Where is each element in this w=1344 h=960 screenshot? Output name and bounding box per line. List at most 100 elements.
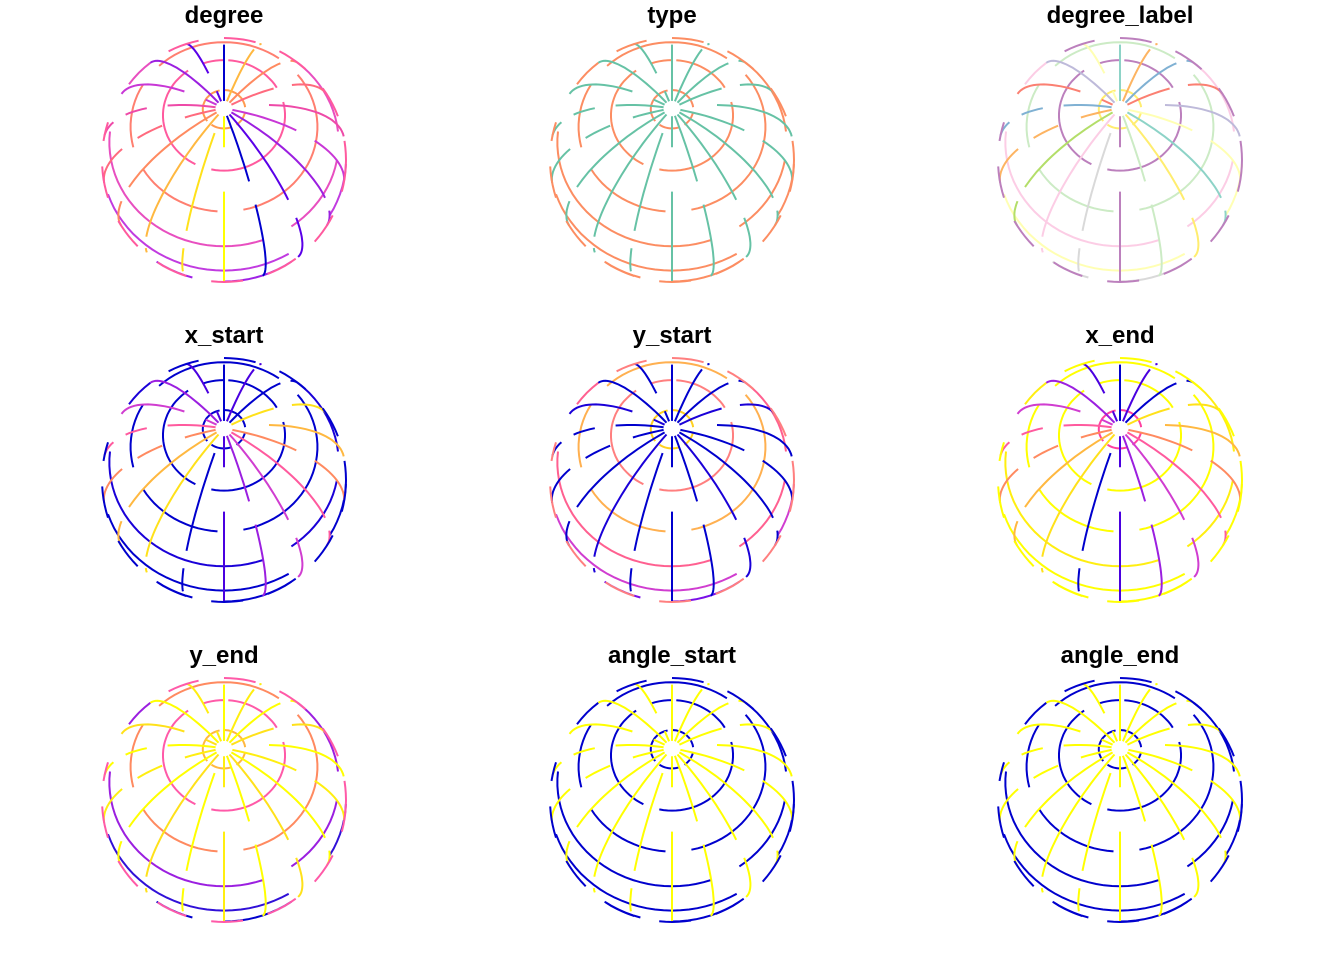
meridian-line: [998, 108, 1112, 183]
meridian-line: [568, 723, 666, 746]
panel-degree: degree: [0, 0, 448, 320]
panel-title: y_end: [189, 642, 259, 669]
parallel-line: [649, 729, 695, 770]
meridian-line: [1082, 363, 1119, 422]
meridian-line: [551, 744, 664, 777]
meridian-line: [673, 683, 710, 742]
meridian-line: [673, 435, 715, 597]
meridian-line: [149, 699, 220, 744]
meridian-line: [597, 699, 668, 744]
parallel-line: [1004, 702, 1235, 888]
graticule-globe: [997, 677, 1243, 924]
meridian-line: [225, 363, 262, 422]
parallel-line: [649, 89, 695, 130]
meridian-line: [1128, 748, 1242, 821]
meridian-line: [225, 43, 262, 102]
graticule-globe: [549, 37, 795, 284]
parallel-line: [1058, 379, 1182, 492]
panel-title: angle_end: [1060, 642, 1180, 669]
parallel-line: [1004, 62, 1235, 248]
meridian-line: [1045, 699, 1116, 744]
parallel-line: [201, 89, 247, 130]
meridian-line: [232, 428, 346, 501]
globe-outline: [549, 37, 795, 284]
meridian-line: [228, 433, 304, 578]
meridian-line: [120, 83, 218, 106]
parallel-line: [577, 681, 767, 853]
panel-title: x_start: [184, 322, 264, 349]
parallel-line: [649, 409, 695, 450]
meridian-line: [551, 424, 664, 457]
meridian-line: [680, 108, 794, 181]
meridian-line: [680, 748, 794, 821]
parallel-line: [162, 59, 286, 172]
parallel-line: [162, 379, 286, 492]
meridian-line: [1016, 403, 1114, 426]
meridian-line: [268, 104, 345, 137]
meridian-line: [998, 428, 1112, 503]
meridian-line: [1121, 755, 1163, 917]
panel-title: degree: [184, 2, 264, 29]
meridian-line: [1045, 59, 1116, 104]
parallel-line: [1025, 41, 1215, 213]
graticule-globe: [549, 357, 795, 604]
globe-outline: [101, 357, 347, 604]
panel-degree-label: degree_label: [896, 0, 1344, 320]
globe-outline: [549, 677, 795, 924]
meridian-line: [225, 115, 267, 277]
graticule-globe: [101, 37, 347, 284]
meridian-line: [1040, 433, 1116, 573]
parallel-line: [129, 681, 319, 853]
parallel-line: [610, 379, 734, 492]
meridian-line: [232, 108, 346, 181]
meridian-line: [1124, 433, 1200, 578]
parallel-line: [129, 361, 319, 533]
meridian-line: [716, 744, 793, 777]
meridian-line: [716, 104, 793, 137]
meridian-line: [1016, 723, 1114, 746]
parallel-line: [1058, 699, 1182, 812]
panel-x-end: x_end: [896, 320, 1344, 640]
meridian-line: [551, 104, 664, 137]
parallel-line: [129, 41, 319, 213]
panel-y-end: y_end: [0, 640, 448, 960]
meridian-line: [550, 428, 664, 503]
parallel-line: [108, 382, 339, 568]
meridian-line: [1121, 363, 1158, 422]
meridian-line: [103, 744, 216, 777]
parallel-line: [108, 702, 339, 888]
globe-outline: [997, 677, 1243, 924]
meridian-line: [592, 753, 668, 893]
meridian-line: [998, 748, 1112, 823]
meridian-line: [568, 83, 666, 106]
meridian-line: [1164, 744, 1241, 777]
globe-outline: [101, 37, 347, 284]
parallel-line: [556, 62, 787, 248]
panel-y-start: y_start: [448, 320, 896, 640]
meridian-line: [592, 113, 668, 253]
meridian-line: [1045, 379, 1116, 424]
panel-title: y_start: [632, 322, 712, 349]
panel-angle-start: angle_start: [448, 640, 896, 960]
meridian-line: [120, 403, 218, 426]
meridian-line: [186, 363, 223, 422]
parallel-line: [1058, 59, 1182, 172]
globe-outline: [549, 357, 795, 604]
meridian-line: [149, 59, 220, 104]
meridian-line: [1124, 113, 1200, 258]
meridian-line: [225, 755, 267, 917]
parallel-line: [556, 702, 787, 888]
meridian-line: [592, 433, 668, 573]
meridian-line: [1040, 113, 1116, 253]
meridian-line: [673, 363, 710, 422]
parallel-line: [1004, 382, 1235, 568]
meridian-line: [716, 424, 793, 457]
panel-title: x_end: [1085, 322, 1155, 349]
meridian-line: [102, 108, 216, 183]
parallel-line: [1025, 681, 1215, 853]
panel-x-start: x_start: [0, 320, 448, 640]
parallel-line: [577, 361, 767, 533]
globe-outline: [997, 37, 1243, 284]
parallel-line: [162, 699, 286, 812]
meridian-line: [597, 379, 668, 424]
